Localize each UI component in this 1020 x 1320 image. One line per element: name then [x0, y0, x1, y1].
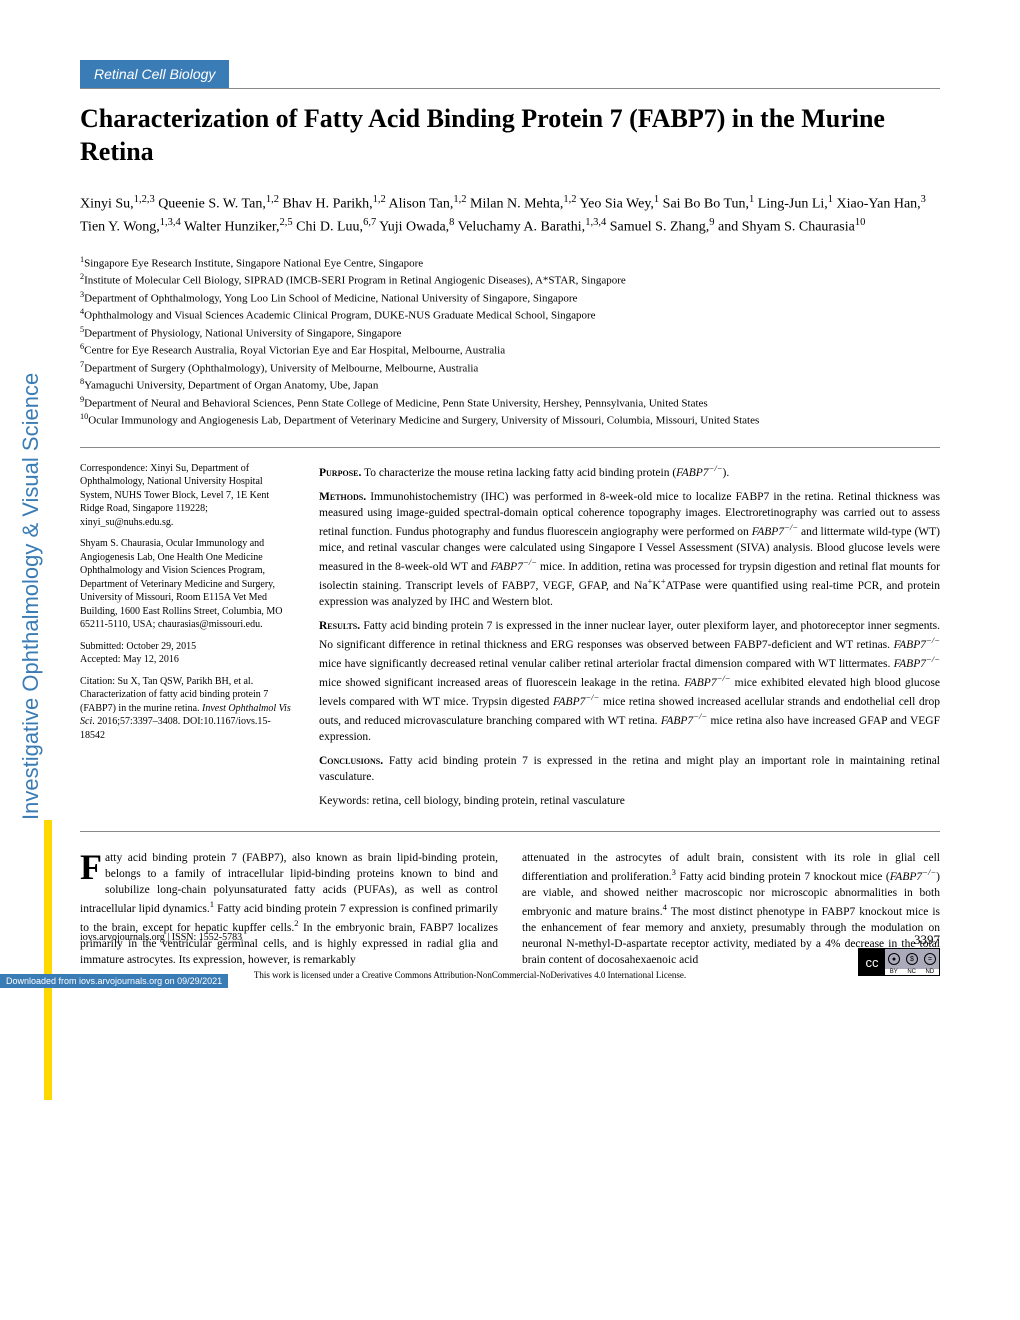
article-title: Characterization of Fatty Acid Binding P…	[80, 103, 940, 168]
date-submitted: Submitted: October 29, 2015	[80, 640, 295, 654]
affiliation-item: 9Department of Neural and Behavioral Sci…	[80, 394, 940, 412]
affiliation-item: 5Department of Physiology, National Univ…	[80, 324, 940, 342]
page-footer: iovs.arvojournals.org | ISSN: 1552-5783 …	[80, 932, 940, 948]
page-number: 3397	[914, 932, 940, 948]
affiliations-list: 1Singapore Eye Research Institute, Singa…	[80, 254, 940, 429]
correspondence-2: Shyam S. Chaurasia, Ocular Immunology an…	[80, 537, 295, 632]
abstract-purpose: Purpose. To characterize the mouse retin…	[319, 462, 940, 481]
body-col-1: Fatty acid binding protein 7 (FABP7), al…	[80, 850, 498, 968]
footer-issn: iovs.arvojournals.org | ISSN: 1552-5783	[80, 932, 242, 948]
affiliation-item: 4Ophthalmology and Visual Sciences Acade…	[80, 306, 940, 324]
cc-nc-icon: $	[906, 953, 918, 965]
citation: Citation: Su X, Tan QSW, Parikh BH, et a…	[80, 675, 295, 743]
category-row: Retinal Cell Biology	[80, 60, 940, 89]
cc-by-icon: ●	[888, 953, 900, 965]
body-text-columns: Fatty acid binding protein 7 (FABP7), al…	[80, 850, 940, 968]
affiliation-item: 7Department of Surgery (Ophthalmology), …	[80, 359, 940, 377]
affiliation-item: 3Department of Ophthalmology, Yong Loo L…	[80, 289, 940, 307]
sidebar-yellow-bar	[44, 820, 52, 1100]
affiliation-item: 8Yamaguchi University, Department of Org…	[80, 376, 940, 394]
affiliation-item: 6Centre for Eye Research Australia, Roya…	[80, 341, 940, 359]
authors-list: Xinyi Su,1,2,3 Queenie S. W. Tan,1,2 Bha…	[80, 192, 940, 238]
abstract-block: Correspondence: Xinyi Su, Department of …	[80, 447, 940, 832]
abstract-methods: Methods. Immunohistochemistry (IHC) was …	[319, 489, 940, 610]
category-badge: Retinal Cell Biology	[80, 60, 229, 88]
date-accepted: Accepted: May 12, 2016	[80, 653, 295, 667]
download-watermark: Downloaded from iovs.arvojournals.org on…	[0, 974, 228, 988]
correspondence-column: Correspondence: Xinyi Su, Department of …	[80, 462, 295, 817]
correspondence-1: Correspondence: Xinyi Su, Department of …	[80, 462, 295, 530]
dropcap: F	[80, 850, 105, 883]
abstract-column: Purpose. To characterize the mouse retin…	[319, 462, 940, 817]
keywords: Keywords: retina, cell biology, binding …	[319, 793, 940, 809]
journal-sidebar-title: Investigative Ophthalmology & Visual Sci…	[18, 373, 44, 820]
affiliation-item: 2Institute of Molecular Cell Biology, SI…	[80, 271, 940, 289]
affiliation-item: 10Ocular Immunology and Angiogenesis Lab…	[80, 411, 940, 429]
abstract-results: Results. Fatty acid binding protein 7 is…	[319, 618, 940, 745]
affiliation-item: 1Singapore Eye Research Institute, Singa…	[80, 254, 940, 272]
cc-nd-icon: =	[924, 953, 936, 965]
abstract-conclusions: Conclusions. Fatty acid binding protein …	[319, 753, 940, 785]
